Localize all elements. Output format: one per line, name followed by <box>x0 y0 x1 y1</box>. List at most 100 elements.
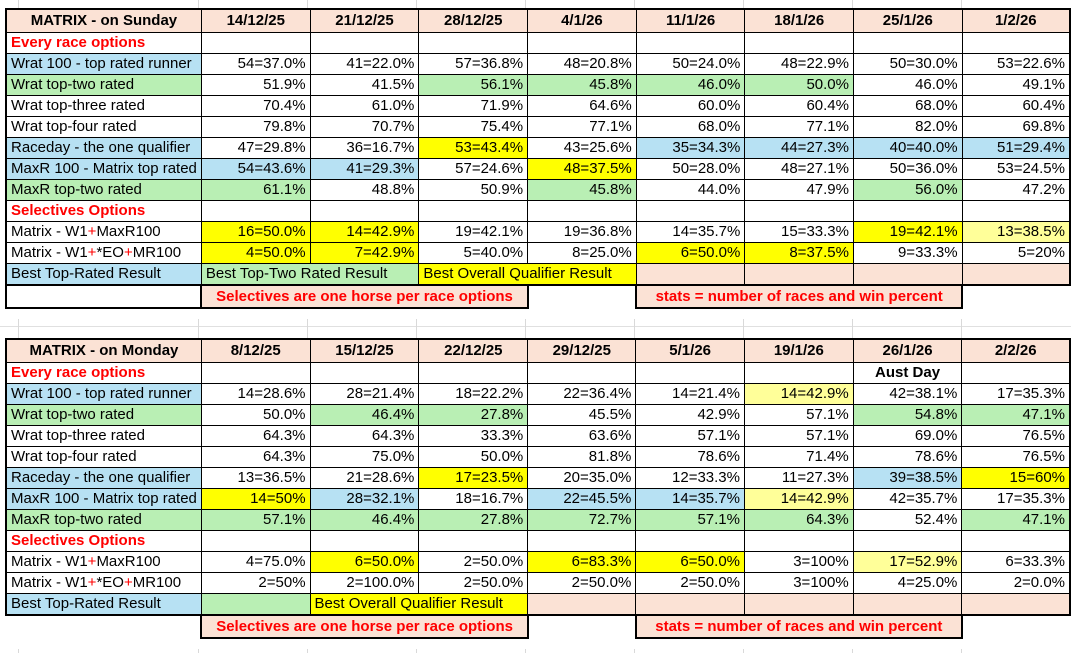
data-cell[interactable]: 72.7% <box>527 509 637 531</box>
data-cell[interactable]: 17=35.3% <box>961 488 1071 510</box>
data-cell[interactable]: 52.4% <box>852 509 963 531</box>
data-cell[interactable]: 46.0% <box>635 74 746 96</box>
section-label-cell[interactable]: Every race options <box>4 362 202 384</box>
data-cell[interactable]: 18=22.2% <box>418 383 529 405</box>
merged-result-cell[interactable]: Best Overall Qualifier Result <box>309 593 529 616</box>
row-label-cell[interactable]: Wrat 100 - top rated runner <box>4 383 202 405</box>
data-cell[interactable]: 8=25.0% <box>527 242 637 264</box>
row-label-cell[interactable]: MaxR top-two rated <box>4 509 202 531</box>
empty-cell[interactable] <box>744 530 854 552</box>
data-cell[interactable]: 78.6% <box>635 446 745 468</box>
data-cell[interactable]: 54.8% <box>852 404 963 426</box>
date-header-cell[interactable]: 29/12/25 <box>527 338 637 363</box>
data-cell[interactable]: 60.0% <box>635 95 746 117</box>
empty-cell[interactable] <box>961 362 1071 384</box>
data-cell[interactable]: 8=37.5% <box>744 242 854 264</box>
data-cell[interactable]: 68.0% <box>852 95 963 117</box>
section-label-cell[interactable]: Every race options <box>4 32 202 54</box>
data-cell[interactable]: 57.1% <box>635 509 745 531</box>
date-header-cell[interactable]: 8/12/25 <box>200 338 311 363</box>
data-cell[interactable]: 57.1% <box>744 425 854 447</box>
data-cell[interactable]: 56.0% <box>852 179 963 201</box>
data-cell[interactable]: 13=36.5% <box>200 467 311 489</box>
data-cell[interactable]: 42.9% <box>635 404 745 426</box>
data-cell[interactable]: 3=100% <box>744 551 854 573</box>
empty-cell[interactable] <box>635 263 746 286</box>
data-cell[interactable]: 22=45.5% <box>527 488 637 510</box>
row-label-cell[interactable]: Wrat 100 - top rated runner <box>4 53 202 75</box>
data-cell[interactable]: 14=35.7% <box>635 221 746 243</box>
data-cell[interactable]: 4=25.0% <box>852 572 963 594</box>
data-cell[interactable]: 16=50.0% <box>200 221 311 243</box>
data-cell[interactable]: 68.0% <box>635 116 746 138</box>
data-cell[interactable]: 14=50% <box>200 488 311 510</box>
data-cell[interactable]: 17=35.3% <box>961 383 1071 405</box>
data-cell[interactable]: 50=28.0% <box>635 158 746 180</box>
empty-cell[interactable] <box>852 263 963 286</box>
date-header-cell[interactable]: 25/1/26 <box>852 8 963 33</box>
section-label-cell[interactable]: Selectives Options <box>4 200 202 222</box>
row-label-cell[interactable]: MaxR 100 - Matrix top rated <box>4 488 202 510</box>
data-cell[interactable]: 41=22.0% <box>309 53 420 75</box>
data-cell[interactable]: 76.5% <box>961 446 1071 468</box>
data-cell[interactable]: 2=50.0% <box>418 551 529 573</box>
data-cell[interactable]: 77.1% <box>744 116 854 138</box>
data-cell[interactable]: 47.1% <box>961 404 1071 426</box>
empty-cell[interactable] <box>962 615 1070 638</box>
row-label-cell[interactable]: Matrix - W1+MaxR100 <box>4 551 202 573</box>
empty-cell[interactable] <box>744 263 854 286</box>
note-cell[interactable]: Selectives are one horse per race option… <box>200 284 529 309</box>
data-cell[interactable]: 19=42.1% <box>418 221 529 243</box>
date-header-cell[interactable]: 11/1/26 <box>635 8 746 33</box>
data-cell[interactable]: 57=36.8% <box>418 53 529 75</box>
empty-cell[interactable] <box>744 362 854 384</box>
data-cell[interactable]: 48=20.8% <box>527 53 637 75</box>
row-label-cell[interactable]: Wrat top-two rated <box>4 74 202 96</box>
data-cell[interactable]: 71.9% <box>418 95 529 117</box>
empty-cell[interactable] <box>309 200 420 222</box>
data-cell[interactable]: 17=52.9% <box>852 551 963 573</box>
data-cell[interactable]: 2=0.0% <box>961 572 1071 594</box>
data-cell[interactable]: 54=43.6% <box>200 158 311 180</box>
data-cell[interactable]: 56.1% <box>418 74 529 96</box>
data-cell[interactable]: 53=24.5% <box>961 158 1071 180</box>
data-cell[interactable]: 77.1% <box>527 116 637 138</box>
empty-cell[interactable] <box>635 593 745 616</box>
empty-cell[interactable] <box>961 593 1071 616</box>
data-cell[interactable]: 14=35.7% <box>635 488 745 510</box>
data-cell[interactable]: 7=42.9% <box>309 242 420 264</box>
data-cell[interactable]: 2=50% <box>200 572 311 594</box>
data-cell[interactable]: 64.6% <box>527 95 637 117</box>
data-cell[interactable]: Aust Day <box>852 362 963 384</box>
empty-cell[interactable] <box>635 362 745 384</box>
date-header-cell[interactable]: 1/2/26 <box>961 8 1071 33</box>
data-cell[interactable]: 15=33.3% <box>744 221 854 243</box>
data-cell[interactable]: 27.8% <box>418 404 529 426</box>
data-cell[interactable]: 60.4% <box>744 95 854 117</box>
row-label-cell[interactable]: Wrat top-three rated <box>4 95 202 117</box>
date-header-cell[interactable]: 5/1/26 <box>635 338 745 363</box>
data-cell[interactable]: 14=28.6% <box>200 383 311 405</box>
data-cell[interactable]: 2=50.0% <box>418 572 529 594</box>
data-cell[interactable]: 57.1% <box>635 425 745 447</box>
data-cell[interactable]: 2=50.0% <box>635 572 745 594</box>
data-cell[interactable]: 45.8% <box>527 74 637 96</box>
empty-cell[interactable] <box>744 593 854 616</box>
date-header-cell[interactable]: 26/1/26 <box>852 338 963 363</box>
data-cell[interactable]: 6=50.0% <box>635 242 746 264</box>
data-cell[interactable]: 61.1% <box>200 179 311 201</box>
data-cell[interactable]: 33.3% <box>418 425 529 447</box>
empty-cell[interactable] <box>527 530 637 552</box>
empty-cell[interactable] <box>527 362 637 384</box>
data-cell[interactable]: 50=36.0% <box>852 158 963 180</box>
row-label-cell[interactable]: MaxR top-two rated <box>4 179 202 201</box>
data-cell[interactable]: 19=42.1% <box>852 221 963 243</box>
data-cell[interactable]: 79.8% <box>200 116 311 138</box>
merged-result-cell[interactable]: Best Overall Qualifier Result <box>418 263 637 286</box>
date-header-cell[interactable]: 2/2/26 <box>961 338 1071 363</box>
data-cell[interactable]: 14=21.4% <box>635 383 745 405</box>
empty-cell[interactable] <box>4 284 203 309</box>
data-cell[interactable]: 2=50.0% <box>527 572 637 594</box>
note-cell[interactable]: Selectives are one horse per race option… <box>200 614 529 639</box>
empty-cell[interactable] <box>418 362 529 384</box>
